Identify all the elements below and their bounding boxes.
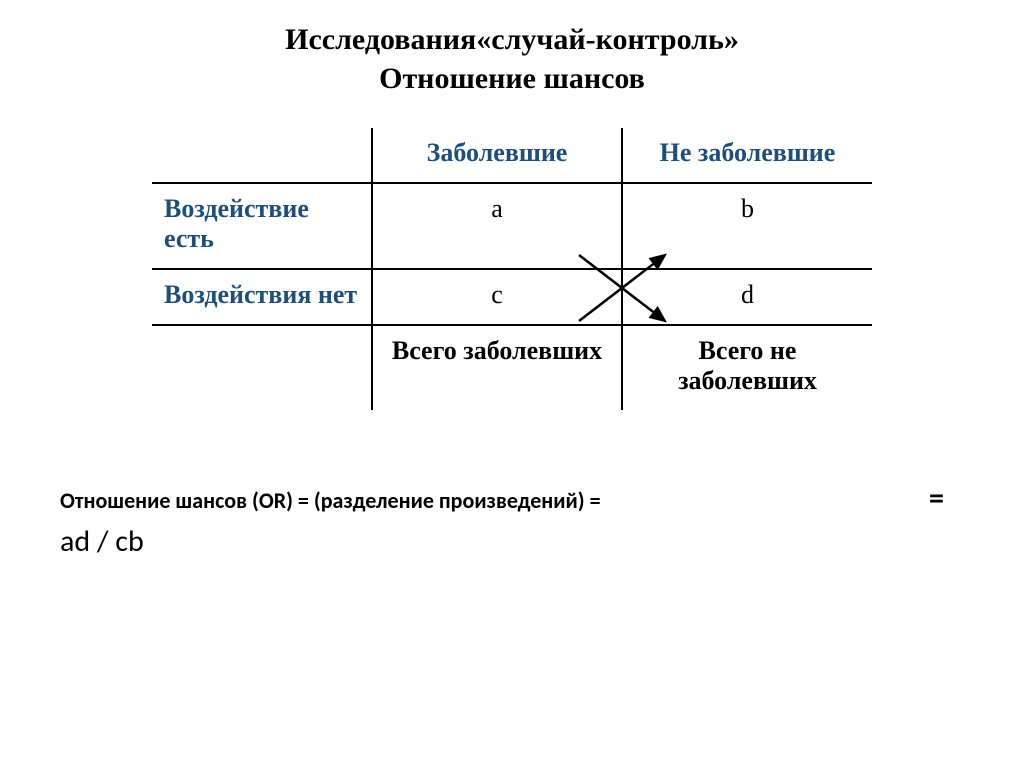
- table-row: Всего заболевших Всего не заболевших: [152, 325, 872, 410]
- title-line-2: Отношение шансов: [60, 59, 964, 98]
- footer-sick-total: Всего заболевших: [372, 325, 622, 410]
- table-row: Заболевшие Не заболевшие: [152, 128, 872, 183]
- cell-d: d: [622, 269, 872, 325]
- col-header-sick: Заболевшие: [372, 128, 622, 183]
- row-header-exposed: Воздействие есть: [152, 183, 372, 269]
- formula-line: Отношение шансов (OR) = (разделение прои…: [60, 480, 964, 517]
- row-header-unexposed: Воздействия нет: [152, 269, 372, 325]
- table-wrapper: Заболевшие Не заболевшие Воздействие ест…: [152, 128, 872, 410]
- col-header-not-sick: Не заболевшие: [622, 128, 872, 183]
- formula-text: Отношение шансов (OR) = (разделение прои…: [60, 487, 601, 514]
- empty-footer-cell: [152, 325, 372, 410]
- title-block: Исследования«случай-контроль» Отношение …: [60, 20, 964, 98]
- slide-page: Исследования«случай-контроль» Отношение …: [0, 0, 1024, 767]
- cell-b: b: [622, 183, 872, 269]
- title-line-1: Исследования«случай-контроль»: [60, 20, 964, 59]
- formula-expression: ad / cb: [60, 523, 964, 560]
- cell-a: a: [372, 183, 622, 269]
- formula-block: Отношение шансов (OR) = (разделение прои…: [60, 480, 964, 560]
- cell-c: c: [372, 269, 622, 325]
- empty-corner-cell: [152, 128, 372, 183]
- footer-not-sick-total: Всего не заболевших: [622, 325, 872, 410]
- table-row: Воздействия нет c d: [152, 269, 872, 325]
- formula-equals: =: [929, 480, 964, 517]
- table-row: Воздействие есть a b: [152, 183, 872, 269]
- odds-ratio-table: Заболевшие Не заболевшие Воздействие ест…: [152, 128, 872, 410]
